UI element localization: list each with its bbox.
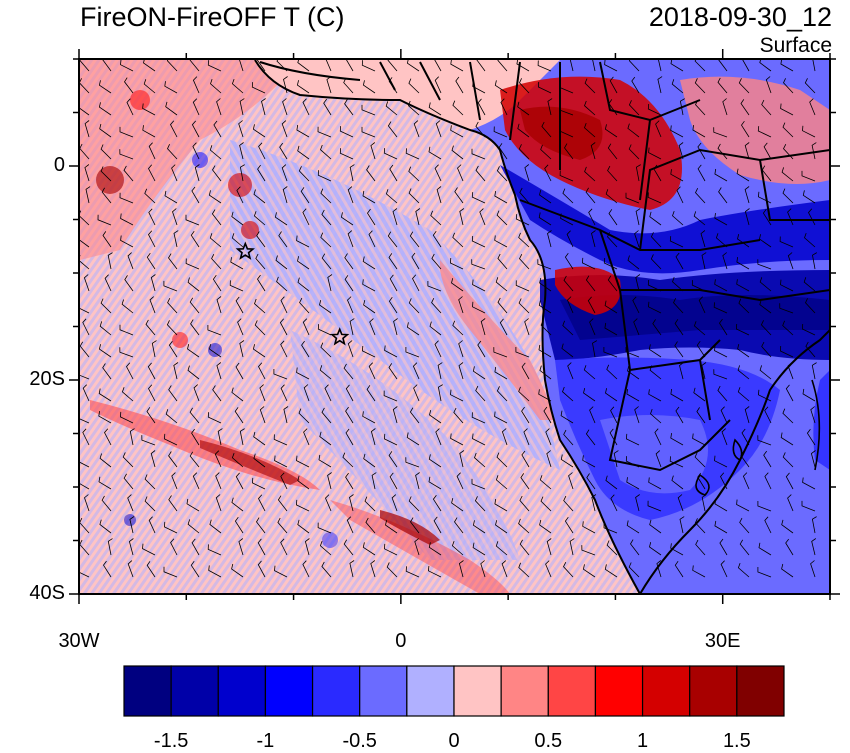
lon-tick-label: 30W [58, 630, 100, 652]
lon-tick-label: 30E [704, 630, 741, 652]
colorbar-swatch [547, 665, 597, 717]
wind-barbs [79, 59, 818, 578]
plot-date: 2018-09-30_12 [648, 2, 832, 32]
lon-tick-label: 0 [395, 630, 407, 652]
colorbar-swatch [406, 665, 455, 717]
plot-title: FireON-FireOFF T (C) [80, 2, 345, 32]
lat-tick-label: 0 [53, 154, 65, 176]
coastline-boundaries [254, 59, 830, 594]
star-markers [235, 241, 350, 346]
lat-tick-label: 20S [29, 368, 65, 390]
star-marker-2 [330, 327, 350, 346]
colorbar-swatch [736, 665, 785, 717]
colorbar-swatch [689, 665, 738, 717]
colorbar-swatch [123, 665, 172, 717]
colorbar-label: 1.5 [722, 730, 751, 752]
temperature-field [79, 59, 830, 594]
colorbar-label: -0.5 [342, 730, 377, 752]
level-label: Surface [759, 34, 832, 57]
colorbar-swatch [500, 665, 549, 717]
colorbar-swatch [264, 665, 314, 717]
colorbar-swatch [594, 665, 644, 717]
colorbar-label: -1 [256, 730, 275, 752]
colorbar-label: 1 [637, 730, 649, 752]
colorbar-swatch [170, 665, 219, 717]
colorbar-label: 0 [448, 730, 460, 752]
colorbar-swatch [217, 665, 267, 717]
colorbar-swatch [311, 665, 361, 717]
star-marker-1 [235, 241, 255, 260]
colorbar-swatch [453, 665, 502, 717]
colorbar-label: -1.5 [153, 730, 189, 752]
colorbar-label: 0.5 [534, 730, 563, 752]
lat-tick-label: 40S [29, 582, 65, 604]
colorbar-swatch [641, 665, 691, 717]
axis-ticks [69, 49, 840, 604]
colorbar-swatch [359, 665, 408, 717]
